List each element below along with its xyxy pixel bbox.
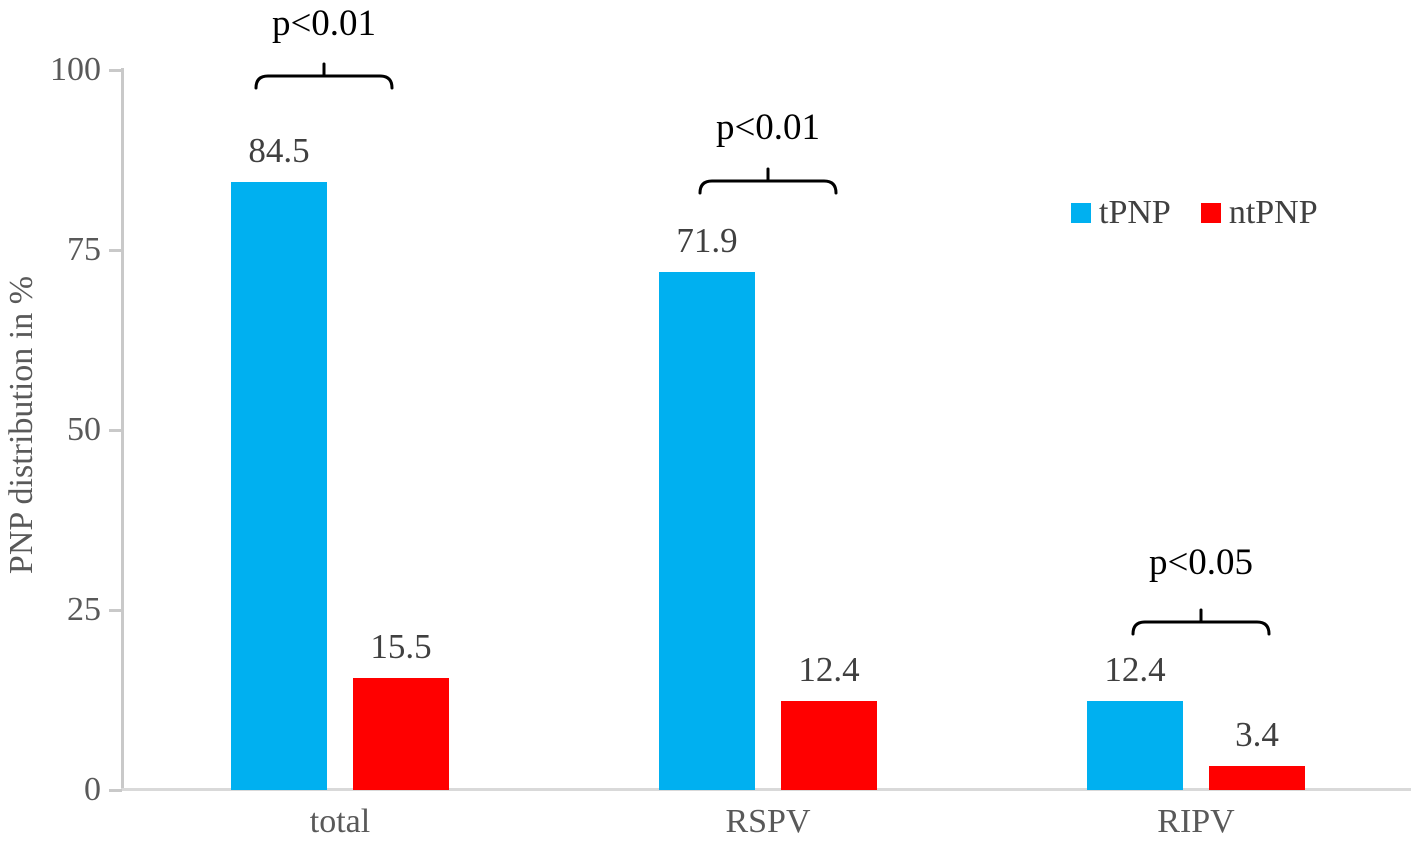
bar-ntpnp-rspv <box>781 700 877 790</box>
legend-label-tpnp: tPNP <box>1099 194 1171 231</box>
category-label-total: total <box>309 803 371 840</box>
significance-bracket-total <box>254 62 394 90</box>
bar-tpnp-total <box>231 181 327 790</box>
value-label-tpnp-ripv: 12.4 <box>1104 649 1166 689</box>
y-tick-label: 50 <box>67 411 101 448</box>
legend-item-ntpnp: ntPNP <box>1200 194 1318 231</box>
significance-bracket-rspv <box>698 167 838 195</box>
legend-swatch-ntpnp <box>1200 203 1221 223</box>
x-axis-baseline <box>121 788 1411 791</box>
bar-tpnp-ripv <box>1087 700 1183 790</box>
significance-bracket-ripv <box>1131 608 1271 636</box>
y-axis-line <box>121 68 124 790</box>
legend-item-tpnp: tPNP <box>1071 196 1171 230</box>
p-value-label-total: p<0.01 <box>271 3 377 44</box>
value-label-ntpnp-rspv: 12.4 <box>798 649 860 689</box>
value-label-tpnp-total: 84.5 <box>248 130 310 170</box>
value-label-tpnp-rspv: 71.9 <box>676 221 738 261</box>
bar-tpnp-rspv <box>659 272 755 790</box>
category-label-ripv: RIPV <box>1157 803 1235 840</box>
legend-swatch-tpnp <box>1071 203 1091 223</box>
y-tick-label: 75 <box>67 231 101 268</box>
legend-label-ntpnp: ntPNP <box>1228 194 1318 231</box>
bar-ntpnp-total <box>353 678 449 790</box>
y-tick-mark <box>109 789 122 792</box>
category-label-rspv: RSPV <box>725 803 811 840</box>
y-tick-label: 25 <box>67 591 101 628</box>
y-tick-mark <box>109 249 122 252</box>
value-label-ntpnp-total: 15.5 <box>370 627 432 667</box>
y-tick-label: 0 <box>84 771 101 808</box>
legend: tPNP ntPNP <box>1071 196 1318 230</box>
bar-ntpnp-ripv <box>1209 765 1305 790</box>
y-tick-label: 100 <box>50 51 101 88</box>
p-value-label-rspv: p<0.01 <box>715 107 821 148</box>
y-tick-mark <box>109 69 122 72</box>
value-label-ntpnp-ripv: 3.4 <box>1235 714 1279 754</box>
y-tick-mark <box>109 609 122 612</box>
y-tick-mark <box>109 429 122 432</box>
p-value-label-ripv: p<0.05 <box>1148 542 1254 583</box>
